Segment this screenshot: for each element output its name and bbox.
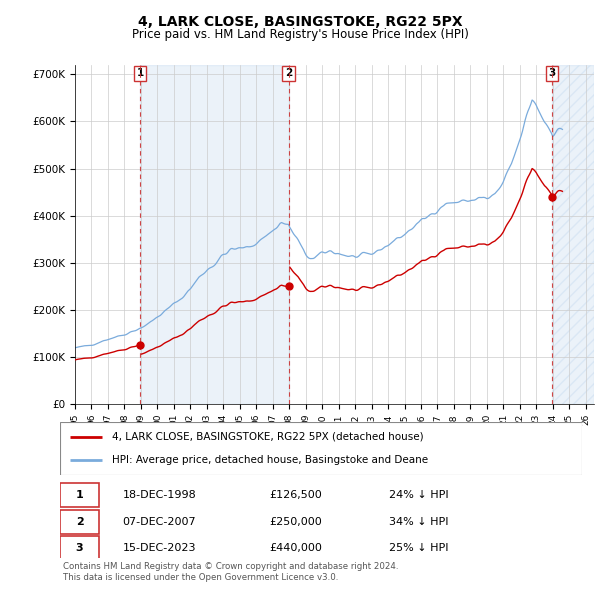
- Text: 4, LARK CLOSE, BASINGSTOKE, RG22 5PX (detached house): 4, LARK CLOSE, BASINGSTOKE, RG22 5PX (de…: [112, 432, 424, 442]
- Text: 2: 2: [285, 68, 292, 78]
- Text: 24% ↓ HPI: 24% ↓ HPI: [389, 490, 448, 500]
- Text: 15-DEC-2023: 15-DEC-2023: [122, 543, 196, 553]
- Text: 1: 1: [76, 490, 83, 500]
- Text: 18-DEC-1998: 18-DEC-1998: [122, 490, 196, 500]
- FancyBboxPatch shape: [60, 510, 99, 533]
- Text: £440,000: £440,000: [269, 543, 322, 553]
- Text: 07-DEC-2007: 07-DEC-2007: [122, 517, 196, 527]
- Text: 2: 2: [76, 517, 83, 527]
- Text: 3: 3: [76, 543, 83, 553]
- Text: Price paid vs. HM Land Registry's House Price Index (HPI): Price paid vs. HM Land Registry's House …: [131, 28, 469, 41]
- Text: 1: 1: [137, 68, 144, 78]
- Text: 25% ↓ HPI: 25% ↓ HPI: [389, 543, 448, 553]
- Text: 3: 3: [548, 68, 556, 78]
- FancyBboxPatch shape: [60, 483, 99, 507]
- Bar: [140, 65, 289, 404]
- Text: 34% ↓ HPI: 34% ↓ HPI: [389, 517, 448, 527]
- Text: £250,000: £250,000: [269, 517, 322, 527]
- FancyBboxPatch shape: [60, 536, 99, 560]
- Text: Contains HM Land Registry data © Crown copyright and database right 2024.: Contains HM Land Registry data © Crown c…: [63, 562, 398, 571]
- Text: £126,500: £126,500: [269, 490, 322, 500]
- Bar: [552, 65, 594, 404]
- Text: HPI: Average price, detached house, Basingstoke and Deane: HPI: Average price, detached house, Basi…: [112, 455, 428, 465]
- Text: 4, LARK CLOSE, BASINGSTOKE, RG22 5PX: 4, LARK CLOSE, BASINGSTOKE, RG22 5PX: [137, 15, 463, 29]
- Text: This data is licensed under the Open Government Licence v3.0.: This data is licensed under the Open Gov…: [63, 573, 338, 582]
